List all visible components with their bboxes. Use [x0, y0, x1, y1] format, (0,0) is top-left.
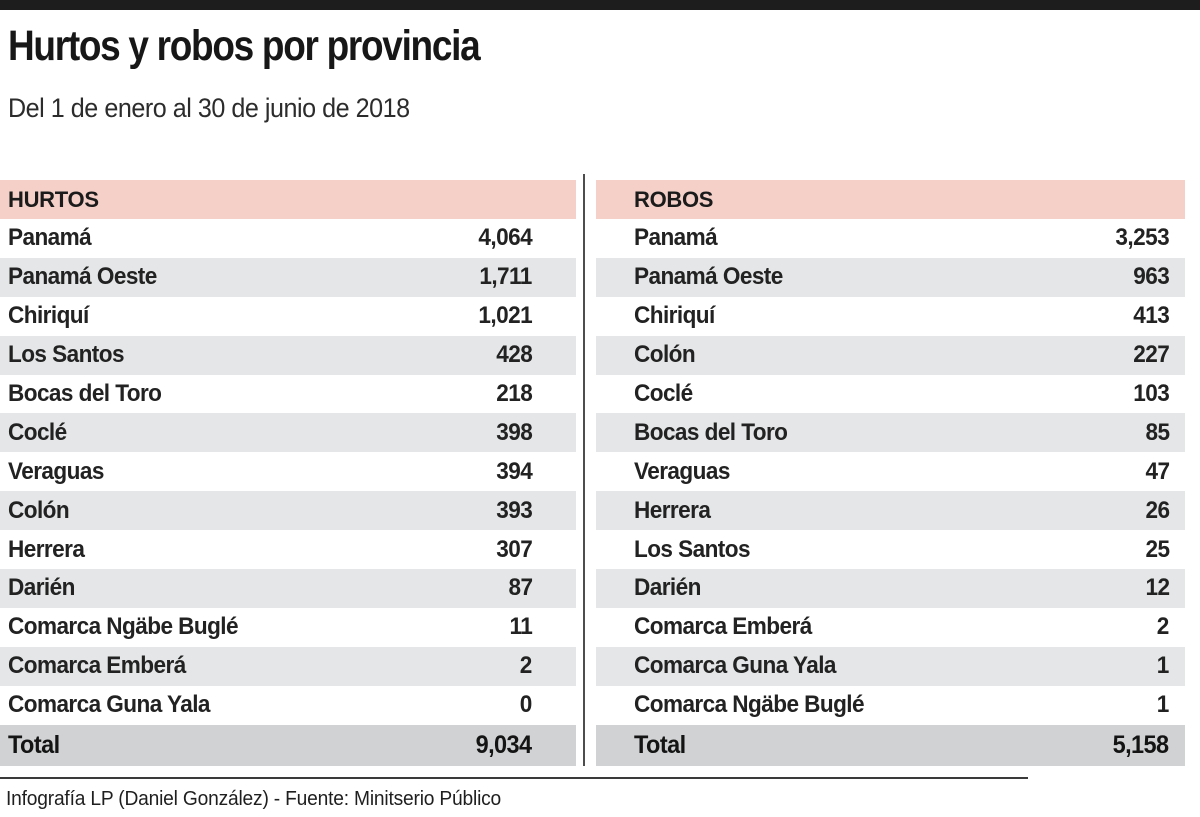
hurtos-rows: Panamá 4,064 Panamá Oeste 1,711 Chiriquí 1,02…	[0, 219, 576, 725]
count-value: 47	[1145, 457, 1170, 485]
count-value: 12	[1145, 574, 1170, 602]
table-row: Bocas del Toro 218	[0, 375, 576, 414]
count-value: 227	[1133, 341, 1170, 369]
total-row: Total 5,158	[596, 724, 1185, 766]
total-label: Total	[8, 730, 60, 759]
table-row: Veraguas 47	[596, 452, 1185, 491]
province-label: Herrera	[8, 535, 85, 563]
table-row: Darién 12	[596, 569, 1185, 608]
province-label: Panamá Oeste	[8, 263, 157, 291]
table-row: Chiriquí 413	[596, 297, 1185, 336]
total-row: Total 9,034	[0, 724, 576, 766]
count-value: 393	[496, 496, 533, 524]
count-value: 963	[1133, 263, 1170, 291]
table-row: Panamá Oeste 963	[596, 257, 1185, 297]
province-label: Comarca Emberá	[8, 652, 186, 680]
count-value: 398	[496, 418, 533, 446]
table-row: Comarca Guna Yala 0	[0, 686, 576, 725]
count-value: 2	[520, 652, 533, 680]
province-label: Bocas del Toro	[8, 380, 162, 407]
count-value: 25	[1145, 535, 1170, 563]
table-row: Los Santos 428	[0, 335, 576, 375]
date-range-subtitle: Del 1 de enero al 30 de junio de 2018	[8, 93, 410, 123]
province-label: Colón	[8, 496, 70, 524]
hurtos-header: HURTOS	[0, 180, 576, 219]
table-row: Comarca Ngäbe Buglé 11	[0, 608, 576, 647]
province-label: Comarca Guna Yala	[8, 691, 210, 719]
count-value: 87	[508, 574, 533, 602]
table-row: Herrera 307	[0, 530, 576, 569]
province-label: Los Santos	[634, 535, 751, 563]
count-value: 1,711	[479, 263, 533, 291]
table-row: Comarca Emberá 2	[0, 646, 576, 686]
count-value: 1	[1157, 652, 1170, 680]
table-row: Comarca Ngäbe Buglé 1	[596, 686, 1185, 725]
credit-line: Infografía LP (Daniel González) - Fuente…	[6, 788, 502, 810]
province-label: Chiriquí	[634, 302, 715, 330]
total-value: 5,158	[1113, 730, 1170, 759]
table-row: Panamá Oeste 1,711	[0, 257, 576, 297]
total-label: Total	[634, 730, 686, 759]
table-row: Panamá 4,064	[0, 219, 576, 258]
table-divider	[583, 174, 585, 766]
province-label: Coclé	[8, 418, 67, 446]
hurtos-table: HURTOS Panamá 4,064 Panamá Oeste 1,711 Chiri…	[0, 180, 576, 766]
province-label: Bocas del Toro	[634, 418, 788, 446]
table-row: Veraguas 394	[0, 452, 576, 491]
count-value: 1,021	[478, 302, 532, 330]
table-row: Colón 227	[596, 335, 1185, 375]
table-row: Panamá 3,253	[596, 219, 1185, 258]
robos-table: ROBOS Panamá 3,253 Panamá Oeste 963 Chiriquí…	[596, 180, 1185, 766]
count-value: 1	[1157, 691, 1170, 719]
province-label: Chiriquí	[8, 302, 89, 330]
province-label: Panamá	[8, 224, 92, 252]
table-row: Colón 393	[0, 491, 576, 531]
table-row: Los Santos 25	[596, 530, 1185, 569]
province-label: Panamá Oeste	[634, 263, 783, 291]
total-value: 9,034	[476, 730, 533, 759]
table-row: Comarca Guna Yala 1	[596, 646, 1185, 686]
province-label: Herrera	[634, 496, 711, 524]
table-row: Coclé 103	[596, 375, 1185, 414]
robos-header: ROBOS	[596, 180, 1185, 219]
top-accent-bar	[0, 0, 1200, 10]
footer-divider	[0, 777, 1028, 779]
province-label: Comarca Emberá	[634, 613, 812, 641]
province-label: Darién	[8, 574, 75, 602]
count-value: 2	[1157, 613, 1170, 641]
province-label: Panamá	[634, 224, 718, 252]
table-row: Comarca Emberá 2	[596, 608, 1185, 647]
province-label: Veraguas	[634, 457, 730, 485]
province-label: Comarca Ngäbe Buglé	[634, 691, 865, 719]
count-value: 26	[1145, 496, 1170, 524]
table-row: Herrera 26	[596, 491, 1185, 531]
count-value: 413	[1133, 302, 1170, 330]
count-value: 3,253	[1115, 224, 1169, 252]
count-value: 394	[496, 457, 533, 485]
count-value: 103	[1133, 380, 1170, 407]
count-value: 307	[496, 535, 533, 563]
province-label: Comarca Guna Yala	[634, 652, 836, 680]
count-value: 85	[1145, 418, 1170, 446]
province-label: Darién	[634, 574, 701, 602]
count-value: 218	[496, 380, 533, 407]
robos-rows: Panamá 3,253 Panamá Oeste 963 Chiriquí 413 Col…	[596, 219, 1185, 725]
province-label: Veraguas	[8, 457, 104, 485]
table-row: Chiriquí 1,021	[0, 297, 576, 336]
count-value: 4,064	[478, 224, 532, 252]
count-value: 0	[520, 691, 533, 719]
table-row: Coclé 398	[0, 413, 576, 453]
infographic-title: Hurtos y robos por provincia	[8, 22, 481, 70]
count-value: 428	[496, 341, 533, 369]
table-row: Bocas del Toro 85	[596, 413, 1185, 453]
province-label: Comarca Ngäbe Buglé	[8, 613, 239, 641]
province-label: Colón	[634, 341, 696, 369]
count-value: 11	[509, 613, 532, 641]
province-label: Los Santos	[8, 341, 125, 369]
province-label: Coclé	[634, 380, 693, 407]
table-row: Darién 87	[0, 569, 576, 608]
